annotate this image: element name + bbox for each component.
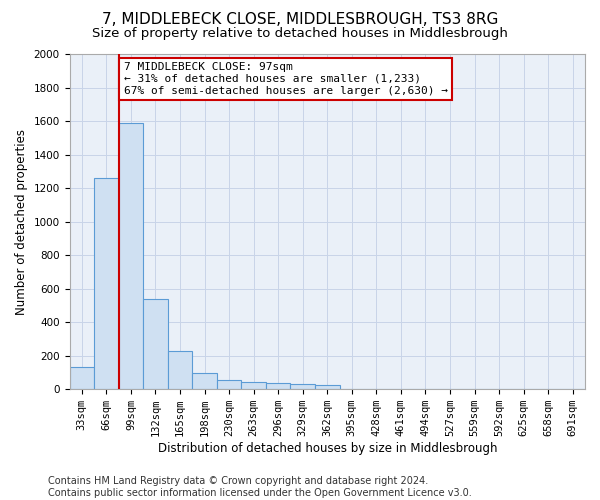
Bar (217, 380, 241, 389)
Bar (192, 374, 217, 389)
X-axis label: Distribution of detached houses by size in Middlesbrough: Distribution of detached houses by size … (158, 442, 497, 455)
Bar (143, 298, 168, 389)
Bar (315, 385, 340, 389)
Text: Size of property relative to detached houses in Middlesbrough: Size of property relative to detached ho… (92, 28, 508, 40)
Bar (119, 122, 143, 389)
Text: Contains HM Land Registry data © Crown copyright and database right 2024.
Contai: Contains HM Land Registry data © Crown c… (48, 476, 472, 498)
Bar (241, 382, 266, 389)
Bar (290, 384, 315, 389)
Y-axis label: Number of detached properties: Number of detached properties (15, 128, 28, 314)
Bar (168, 350, 192, 389)
Text: 7 MIDDLEBECK CLOSE: 97sqm
← 31% of detached houses are smaller (1,233)
67% of se: 7 MIDDLEBECK CLOSE: 97sqm ← 31% of detac… (124, 62, 448, 96)
Bar (70, 368, 94, 389)
Bar (266, 384, 290, 389)
Bar (94, 178, 119, 389)
Text: 7, MIDDLEBECK CLOSE, MIDDLESBROUGH, TS3 8RG: 7, MIDDLEBECK CLOSE, MIDDLESBROUGH, TS3 … (102, 12, 498, 28)
